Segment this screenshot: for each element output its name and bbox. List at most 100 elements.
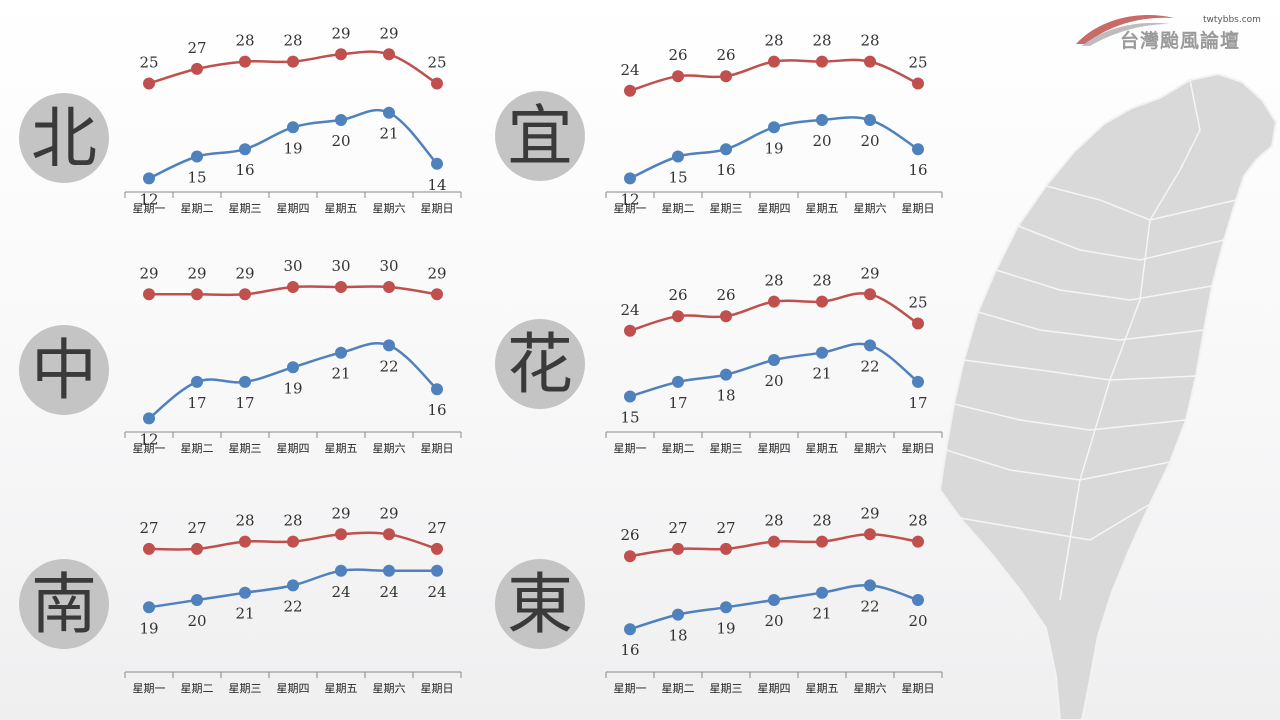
high-temp-label: 26 (716, 286, 735, 304)
x-tick-label: 星期一 (614, 202, 647, 215)
low-temp-point (912, 375, 924, 388)
high-temp-label: 28 (235, 32, 254, 50)
low-temp-label: 16 (908, 161, 927, 179)
high-temp-label: 30 (331, 257, 350, 275)
x-tick-label: 星期四 (277, 442, 310, 455)
high-temp-point (624, 84, 636, 97)
high-temp-label: 28 (283, 32, 302, 50)
x-tick-label: 星期一 (614, 682, 647, 695)
x-tick-label: 星期四 (758, 682, 791, 695)
low-temp-label: 19 (283, 379, 302, 397)
low-temp-label: 17 (668, 394, 687, 412)
x-tick-label: 星期日 (902, 202, 935, 215)
high-temp-label: 25 (139, 54, 158, 72)
low-temp-point (239, 143, 251, 156)
high-temp-point (191, 62, 203, 75)
high-temp-label: 29 (379, 24, 398, 42)
x-tick-label: 星期五 (325, 202, 358, 215)
low-temp-point (816, 346, 828, 359)
low-temp-point (816, 586, 828, 599)
low-temp-point (768, 594, 780, 606)
low-temp-point (624, 172, 636, 185)
low-temp-label: 19 (764, 139, 783, 157)
region-badge-label: 花 (507, 326, 573, 403)
region-badge-label: 南 (31, 566, 97, 643)
low-temp-label: 16 (235, 161, 254, 179)
high-temp-label: 26 (668, 46, 687, 64)
high-temp-label: 29 (139, 264, 158, 282)
low-temp-point (383, 106, 395, 119)
high-temp-point (143, 288, 155, 301)
low-temp-label: 20 (764, 612, 783, 630)
high-temp-point (383, 281, 395, 293)
low-temp-label: 17 (187, 394, 206, 412)
high-temp-point (720, 310, 732, 323)
low-temp-label: 24 (379, 583, 398, 601)
x-tick-label: 星期日 (902, 682, 935, 695)
high-temp-point (816, 55, 828, 68)
high-temp-label: 29 (187, 264, 206, 282)
high-temp-point (720, 542, 732, 555)
low-temp-label: 21 (235, 605, 254, 623)
low-temp-point (624, 623, 636, 636)
low-temp-label: 22 (379, 357, 398, 375)
low-temp-label: 17 (235, 394, 254, 412)
low-temp-label: 24 (427, 583, 446, 601)
x-tick-label: 星期五 (806, 682, 839, 695)
x-tick-label: 星期六 (373, 202, 406, 215)
low-temp-point (912, 143, 924, 156)
region-badge (19, 93, 109, 183)
x-tick-label: 星期三 (710, 202, 743, 215)
low-temp-point (672, 375, 684, 388)
low-temp-label: 12 (139, 430, 158, 448)
low-temp-label: 12 (139, 190, 158, 208)
high-temp-point (912, 77, 924, 90)
high-temp-point (335, 528, 347, 541)
region-badge-label: 中 (31, 332, 97, 409)
low-temp-point (143, 412, 155, 425)
high-temp-label: 29 (427, 264, 446, 282)
low-temp-label: 22 (860, 597, 879, 615)
high-temp-label: 27 (139, 519, 158, 537)
high-temp-label: 28 (812, 32, 831, 50)
high-temp-point (864, 55, 876, 68)
region-badge (495, 91, 585, 181)
low-temp-label: 17 (908, 394, 927, 412)
low-temp-point (431, 157, 443, 170)
low-temp-label: 21 (331, 365, 350, 383)
high-temp-label: 27 (427, 519, 446, 537)
x-tick-label: 星期二 (662, 682, 695, 695)
low-temp-point (239, 375, 251, 388)
low-temp-point (239, 586, 251, 599)
high-temp-point (287, 55, 299, 68)
x-tick-label: 星期三 (710, 442, 743, 455)
low-temp-point (383, 339, 395, 352)
high-temp-point (143, 542, 155, 555)
high-temp-label: 29 (331, 24, 350, 42)
low-temp-point (335, 114, 347, 126)
high-temp-point (672, 310, 684, 323)
logo-name: 台灣颱風論壇 (1120, 30, 1241, 52)
high-temp-label: 26 (716, 46, 735, 64)
x-tick-label: 星期五 (325, 682, 358, 695)
low-temp-label: 14 (427, 176, 446, 194)
taiwan-outline (938, 72, 1278, 720)
high-temp-label: 25 (908, 54, 927, 72)
low-temp-label: 20 (812, 132, 831, 150)
low-temp-label: 16 (427, 401, 446, 419)
region-badge (19, 559, 109, 649)
x-tick-label: 星期六 (373, 682, 406, 695)
low-temp-label: 15 (187, 169, 206, 187)
low-temp-point (143, 172, 155, 185)
low-temp-label: 22 (860, 357, 879, 375)
low-temp-point (431, 383, 443, 396)
low-temp-label: 20 (860, 132, 879, 150)
high-temp-point (624, 550, 636, 563)
low-temp-point (383, 564, 395, 577)
low-temp-point (720, 601, 732, 614)
low-temp-point (431, 564, 443, 577)
low-temp-point (335, 346, 347, 359)
high-temp-label: 27 (668, 519, 687, 537)
low-temp-label: 20 (908, 612, 927, 630)
